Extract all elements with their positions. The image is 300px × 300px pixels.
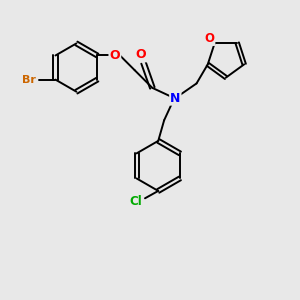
Text: O: O <box>110 49 120 62</box>
Text: O: O <box>136 48 146 62</box>
Text: O: O <box>204 32 214 45</box>
Text: Cl: Cl <box>130 195 142 208</box>
Text: Br: Br <box>22 75 36 85</box>
Text: N: N <box>170 92 181 105</box>
